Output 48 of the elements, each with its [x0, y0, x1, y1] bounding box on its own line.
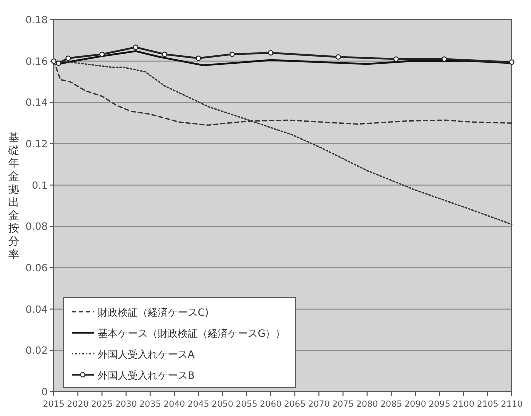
legend-label: 財政検証（経済ケースC): [98, 307, 209, 319]
y-tick-label: 0.06: [26, 264, 48, 274]
x-tick-label: 2085: [380, 400, 402, 410]
point: [336, 54, 342, 60]
y-tick-label: 0.1: [32, 180, 48, 192]
x-tick-label: 2060: [260, 400, 282, 410]
point: [162, 52, 168, 58]
x-tick-label: 2065: [284, 400, 306, 410]
y-tick-label: 0.08: [26, 222, 48, 234]
point: [66, 56, 72, 62]
point: [230, 52, 236, 58]
x-tick-label: 2070: [308, 400, 330, 410]
x-tick-label: 2050: [212, 400, 234, 410]
y-tick-label: 0: [42, 388, 48, 398]
x-tick-label: 2110: [501, 400, 523, 410]
legend-label: 基本ケース（財政検証（経済ケースG））: [98, 328, 286, 340]
y-tick-label: 0.14: [26, 98, 48, 110]
y-tick-label: 0.18: [26, 16, 48, 26]
x-tick-label: 2025: [91, 400, 114, 410]
x-tick-label: 2100: [452, 400, 475, 410]
x-tick-label: 2075: [332, 400, 354, 410]
point: [133, 44, 139, 50]
x-tick-label: 2055: [236, 400, 258, 410]
legend-label: 外国人受入れケースA: [98, 349, 195, 361]
y-tick-label: 0.02: [26, 346, 48, 358]
point: [268, 50, 274, 56]
y-tick-label: 0.04: [26, 304, 48, 316]
text: 基礎年金拠出金按分率: [8, 131, 20, 261]
point: [196, 56, 202, 62]
point: [56, 60, 62, 66]
y-tick-label: 0.16: [26, 56, 48, 68]
x-tick-label: 2015: [43, 400, 65, 410]
y-tick-label: 0.12: [26, 140, 48, 150]
point: [394, 56, 399, 62]
point: [509, 60, 515, 66]
x-tick-label: 2040: [164, 400, 186, 410]
legend-label: 外国人受入れケースB: [98, 370, 195, 382]
x-tick-label: 2095: [428, 400, 451, 410]
point: [442, 56, 448, 62]
x-tick-label: 2030: [115, 400, 138, 410]
point: [51, 58, 57, 64]
x-tick-label: 2080: [356, 400, 378, 410]
x-tick-label: 2105: [477, 400, 499, 410]
x-tick-label: 2045: [188, 400, 210, 410]
point: [100, 52, 105, 58]
x-tick-label: 2090: [404, 400, 426, 410]
x-tick-label: 2020: [67, 400, 89, 410]
x-tick-label: 2035: [140, 400, 162, 410]
